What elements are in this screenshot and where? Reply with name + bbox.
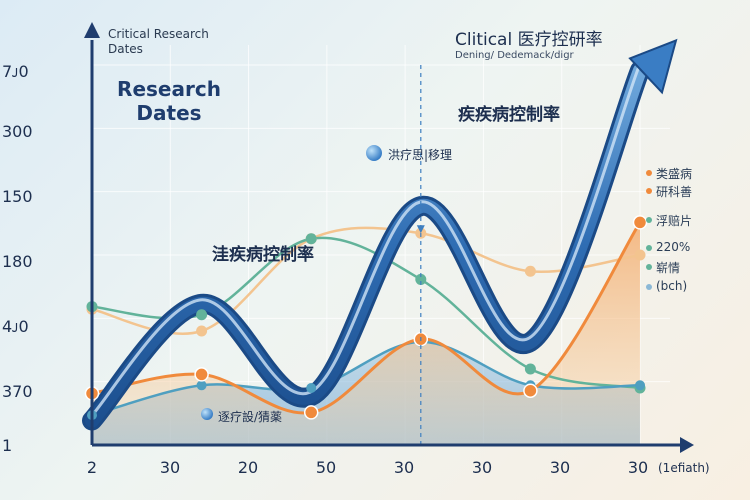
x-tick-label: 20 xyxy=(237,458,259,477)
teal-series-line xyxy=(91,340,641,417)
marker-label-top: 洪疗思|移理 xyxy=(388,148,453,162)
teal-data-point xyxy=(306,383,317,393)
orange-data-point xyxy=(523,383,538,398)
peach-data-point xyxy=(196,325,208,337)
legend-label: 崭情 xyxy=(656,261,681,275)
peach-data-point xyxy=(634,249,646,261)
x-tick-label: 30 xyxy=(627,458,649,477)
upper-curve-label: 疾疾病控制率 xyxy=(458,105,560,125)
peach-series-line xyxy=(91,226,641,335)
legend-dot xyxy=(646,264,652,270)
y-tick-label: 370 xyxy=(2,382,33,401)
green-data-point xyxy=(305,233,317,245)
x-axis-unit: (1efiath) xyxy=(658,461,710,475)
corner-title: Critical Research Dates xyxy=(108,27,209,56)
legend-dot xyxy=(646,217,652,223)
green-data-point xyxy=(415,273,427,285)
legend-label: 研科善 xyxy=(656,185,693,199)
legend-dot xyxy=(646,170,652,176)
x-tick-label: 2 xyxy=(86,458,98,477)
x-tick-label: 30 xyxy=(159,458,181,477)
x-tick-label: 30 xyxy=(549,458,571,477)
big-title: Research Dates xyxy=(117,77,221,125)
y-tick-label: 150 xyxy=(2,187,33,206)
legend-label: 浮赔片 xyxy=(656,214,693,228)
y-tick-label: 4ᴊ0 xyxy=(2,317,29,336)
teal-data-point xyxy=(196,380,207,391)
marker-label-bottom: 逐疗設/猜薬 xyxy=(218,410,283,424)
area-fills xyxy=(92,222,640,445)
chart-title: Clitical 医疗控研率 xyxy=(455,30,603,50)
x-tick-label: 50 xyxy=(315,458,337,477)
legend-label: 220% xyxy=(656,240,691,254)
y-tick-label: 300 xyxy=(2,122,33,141)
marker-ball-icon xyxy=(201,408,213,420)
y-tick-label: 7ᴊ0 xyxy=(2,62,29,81)
trend-band xyxy=(85,63,647,428)
axes xyxy=(84,22,694,453)
marker-ball-icon xyxy=(366,145,382,161)
x-tick-label: 30 xyxy=(471,458,493,477)
x-axis-arrow-icon xyxy=(680,437,694,453)
x-tick-label: 30 xyxy=(393,458,415,477)
orange-data-point xyxy=(632,215,648,230)
y-axis-arrow-icon xyxy=(84,22,100,38)
trend-arrow-head xyxy=(628,38,678,95)
chart-subtitle: Dening/ Dedemack/digr xyxy=(455,50,574,61)
orange-data-point xyxy=(303,405,319,420)
trend-band-highlight xyxy=(89,65,641,418)
legend-label: (bch) xyxy=(656,279,688,293)
green-data-point xyxy=(196,309,208,321)
teal-data-point xyxy=(635,380,645,391)
legend-dot xyxy=(646,284,652,290)
legend-dot xyxy=(646,188,652,194)
orange-area-fill xyxy=(92,222,640,445)
green-data-point xyxy=(524,363,536,375)
legend-label: 类盛病 xyxy=(656,167,693,181)
peach-data-point xyxy=(524,265,536,277)
marker-arrow-icon xyxy=(416,225,425,234)
lower-curve-label: 洼疾病控制率 xyxy=(212,245,314,265)
orange-data-point xyxy=(194,367,209,382)
y-tick-label: 180 xyxy=(2,252,33,271)
main-trend-band xyxy=(82,38,678,431)
y-tick-label: 1 xyxy=(2,436,13,455)
legend-dot xyxy=(646,245,652,251)
